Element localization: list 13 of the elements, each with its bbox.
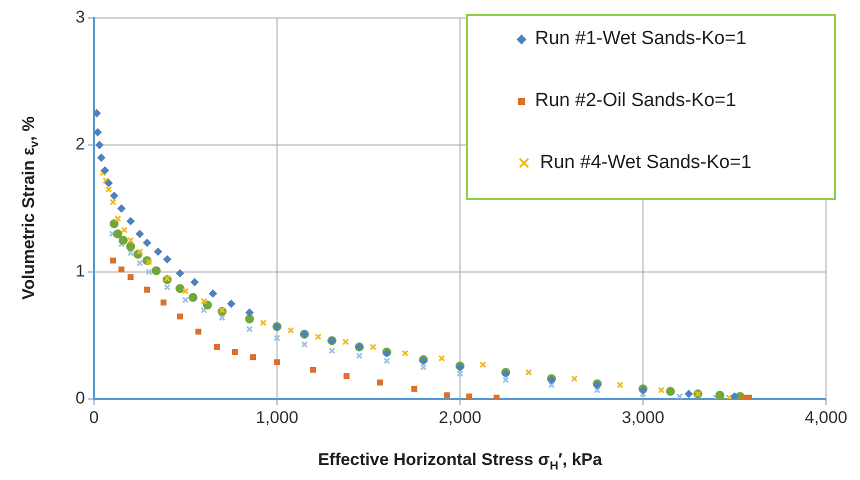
x-axis-title: Effective Horizontal Stress σ$_{H}$′, kPa bbox=[316, 450, 604, 472]
y-tick-label: 2 bbox=[76, 134, 85, 154]
x-tick-label: 4,000 bbox=[804, 408, 848, 427]
y-tick-label: 3 bbox=[76, 8, 85, 27]
legend-label: Run #1-Wet Sands-Ko=1 bbox=[535, 28, 746, 50]
x-tick-label: 1,000 bbox=[256, 408, 298, 427]
x-tick-label: 2,000 bbox=[438, 408, 482, 427]
y-tick-label: 0 bbox=[76, 388, 85, 408]
x-tick-label: 3,000 bbox=[622, 408, 664, 427]
legend-label: Run #2-Oil Sands-Ko=1 bbox=[535, 90, 736, 112]
y-tick-label: 1 bbox=[76, 262, 85, 281]
x-tick-label: 0 bbox=[89, 408, 99, 427]
legend-label: Run #4-Wet Sands-Ko=1 bbox=[540, 152, 752, 174]
